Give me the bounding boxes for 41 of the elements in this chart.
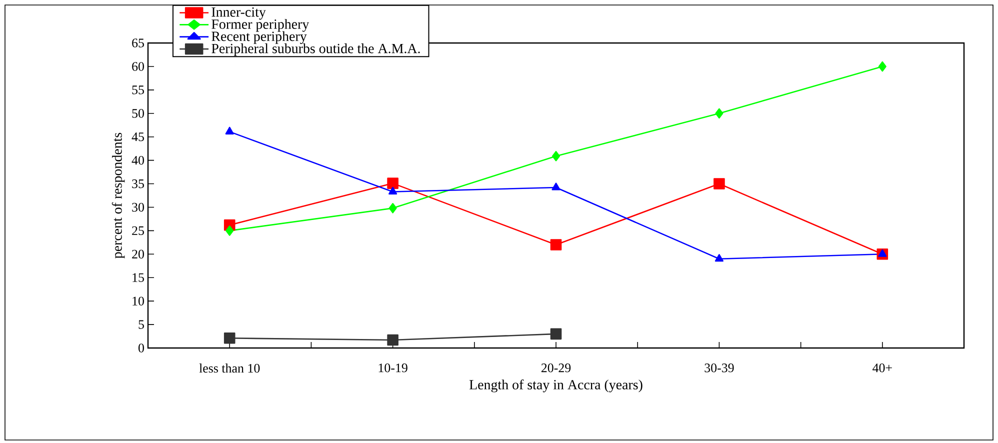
y-tick-label: 35 — [132, 179, 144, 188]
y-tick-label: 25 — [132, 226, 144, 236]
x-tick-label: less than 10 — [199, 364, 260, 373]
x-tick-label: 10-19 — [378, 364, 408, 372]
point — [224, 332, 236, 344]
y-tick-label: 5 — [138, 320, 144, 329]
y-tick-label: 10 — [132, 296, 144, 306]
legend-label: Former periphery — [212, 19, 310, 32]
y-tick-label: 40 — [132, 156, 144, 165]
point — [388, 186, 398, 194]
y-tick-label: 65 — [132, 38, 144, 48]
point — [550, 328, 562, 340]
point — [226, 226, 234, 236]
x-axis-title: Length of stay in Accra (years) — [469, 379, 642, 392]
y-tick-label: 20 — [132, 250, 144, 259]
point — [714, 178, 725, 190]
x-tick-label: 20-29 — [541, 364, 571, 372]
point — [715, 108, 724, 119]
y-tick-label: 15 — [132, 273, 144, 282]
legend-label: Inner-city — [212, 7, 266, 20]
point — [878, 61, 886, 72]
point — [878, 249, 887, 257]
point — [388, 203, 397, 214]
x-tick-label: 30-39 — [704, 364, 734, 372]
y-tick-label: 50 — [132, 109, 144, 118]
y-tick-label: 45 — [132, 132, 144, 142]
y-tick-label: 30 — [132, 202, 144, 212]
y-tick-label: 0 — [138, 344, 144, 352]
point — [552, 182, 560, 190]
x-tick-label: 40+ — [872, 364, 892, 372]
point — [552, 150, 560, 162]
y-tick-label: 60 — [132, 62, 144, 71]
legend-label: Peripheral suburbs outide the A.M.A. — [212, 43, 420, 56]
y-axis-title: percent of respondents — [112, 132, 125, 258]
point — [387, 178, 398, 189]
y-tick-label: 55 — [132, 86, 144, 94]
point — [225, 126, 234, 134]
point — [550, 239, 562, 250]
legend-label: Recent periphery — [212, 31, 307, 44]
point — [387, 334, 398, 346]
point — [714, 254, 724, 262]
